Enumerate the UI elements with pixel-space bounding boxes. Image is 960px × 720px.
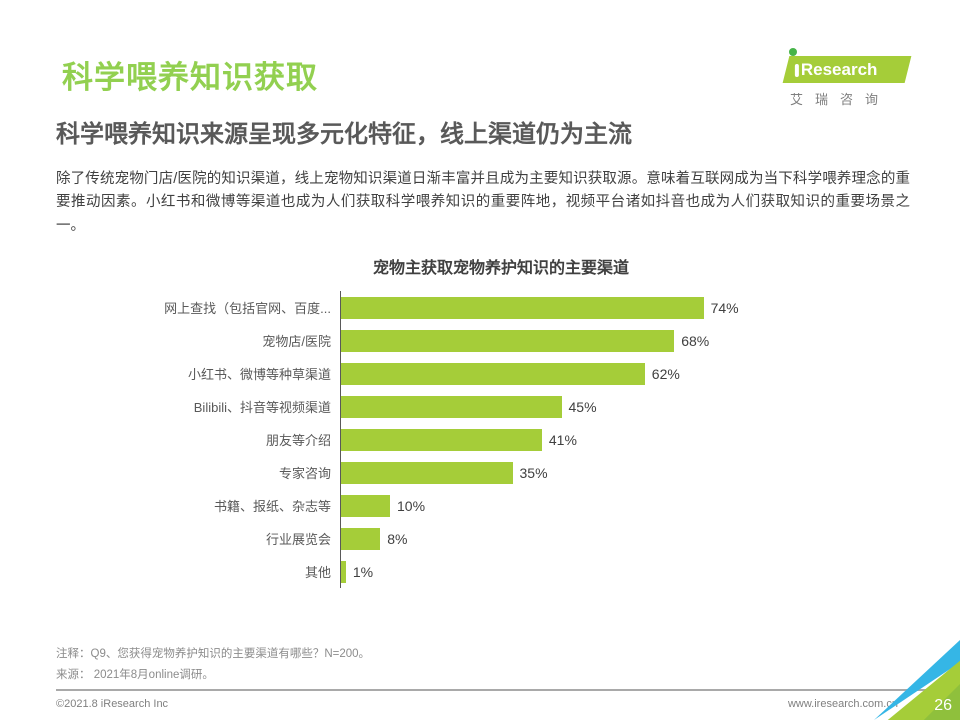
footer-copyright: ©2021.8 iResearch Inc bbox=[56, 698, 169, 710]
logo-i-stem-icon bbox=[795, 63, 799, 76]
chart-bar bbox=[341, 329, 675, 352]
chart-notes: 注释：Q9、您获得宠物养护知识的主要渠道有哪些？N=200。 来源： 2021年… bbox=[56, 644, 370, 687]
chart-bar bbox=[341, 362, 645, 385]
chart-category-label: 书籍、报纸、杂志等 bbox=[213, 499, 331, 514]
chart-value-label: 10% bbox=[397, 497, 426, 514]
chart-bar-track: 45% bbox=[340, 390, 854, 423]
section-headline: 科学喂养知识来源呈现多元化特征，线上渠道仍为主流 bbox=[56, 121, 632, 148]
page-number: 26 bbox=[934, 697, 952, 714]
chart-category-label: 行业展览会 bbox=[265, 532, 331, 547]
chart-bar bbox=[341, 296, 704, 319]
chart-value-label: 41% bbox=[548, 431, 577, 448]
chart-row: 专家咨询 35% bbox=[148, 456, 854, 489]
chart-row: 书籍、报纸、杂志等 10% bbox=[148, 489, 854, 522]
bar-chart: 宠物主获取宠物养护知识的主要渠道 网上查找（包括官网、百度... 74% 宠物店/医… bbox=[148, 254, 854, 588]
chart-category-label: 其他 bbox=[304, 565, 331, 580]
note-annotation: 注释：Q9、您获得宠物养护知识的主要渠道有哪些？N=200。 bbox=[56, 648, 371, 660]
chart-bar bbox=[341, 395, 562, 418]
chart-value-label: 62% bbox=[651, 365, 680, 382]
logo-subtitle: 艾瑞咨询 bbox=[790, 92, 891, 107]
chart-value-label: 8% bbox=[387, 530, 408, 547]
chart-category-label: 网上查找（包括官网、百度... bbox=[164, 301, 331, 316]
chart-bar-track: 41% bbox=[340, 423, 854, 456]
chart-category-label: 专家咨询 bbox=[278, 466, 331, 481]
chart-category-label: Bilibili、抖音等视频渠道 bbox=[193, 400, 331, 415]
logo-plate: Research bbox=[782, 56, 912, 83]
chart-row: 宠物店/医院 68% bbox=[148, 324, 854, 357]
chart-row: 小红书、微博等种草渠道 62% bbox=[148, 357, 854, 390]
chart-bar-track: 1% bbox=[340, 555, 854, 588]
footer-website-link[interactable]: www.iresearch.com.cn bbox=[787, 698, 898, 710]
chart-row: 朋友等介绍 41% bbox=[148, 423, 854, 456]
chart-title: 宠物主获取宠物养护知识的主要渠道 bbox=[372, 260, 629, 277]
chart-bar bbox=[341, 560, 346, 583]
iresearch-logo: Research 艾瑞咨询 bbox=[782, 48, 912, 108]
chart-bar bbox=[341, 461, 513, 484]
chart-value-label: 74% bbox=[710, 299, 739, 316]
chart-category-label: 朋友等介绍 bbox=[265, 433, 331, 448]
chart-bar-track: 8% bbox=[340, 522, 854, 555]
chart-bar-track: 10% bbox=[340, 489, 854, 522]
chart-value-label: 45% bbox=[568, 398, 597, 415]
chart-category-label: 小红书、微博等种草渠道 bbox=[187, 367, 331, 382]
chart-row: Bilibili、抖音等视频渠道 45% bbox=[148, 390, 854, 423]
note-source: 来源： 2021年8月online调研。 bbox=[56, 669, 214, 682]
chart-category-label: 宠物店/医院 bbox=[262, 334, 331, 349]
chart-bar-track: 68% bbox=[340, 324, 854, 357]
chart-bar-track: 74% bbox=[340, 291, 854, 324]
chart-bar bbox=[341, 494, 390, 517]
chart-value-label: 68% bbox=[681, 332, 710, 349]
footer-divider bbox=[56, 689, 936, 691]
chart-bar-track: 35% bbox=[340, 456, 854, 489]
chart-value-label: 35% bbox=[519, 464, 548, 481]
logo-text: Research bbox=[801, 59, 878, 79]
chart-row: 网上查找（包括官网、百度... 74% bbox=[148, 291, 854, 324]
body-paragraph: 除了传统宠物门店/医院的知识渠道，线上宠物知识渠道日渐丰富并且成为主要知识获取源… bbox=[56, 171, 910, 234]
chart-value-label: 1% bbox=[352, 563, 374, 580]
chart-bar bbox=[341, 428, 542, 451]
chart-row: 其他 1% bbox=[148, 555, 854, 588]
chart-bar-track: 62% bbox=[340, 357, 854, 390]
chart-row: 行业展览会 8% bbox=[148, 522, 854, 555]
logo-i-dot-icon bbox=[789, 48, 797, 56]
chart-rows: 网上查找（包括官网、百度... 74% 宠物店/医院 68% 小红书、微博等种草渠道 62… bbox=[148, 291, 854, 588]
page-title: 科学喂养知识获取 bbox=[62, 60, 318, 95]
corner-graphic: 26 bbox=[874, 640, 960, 720]
chart-bar bbox=[341, 527, 381, 550]
